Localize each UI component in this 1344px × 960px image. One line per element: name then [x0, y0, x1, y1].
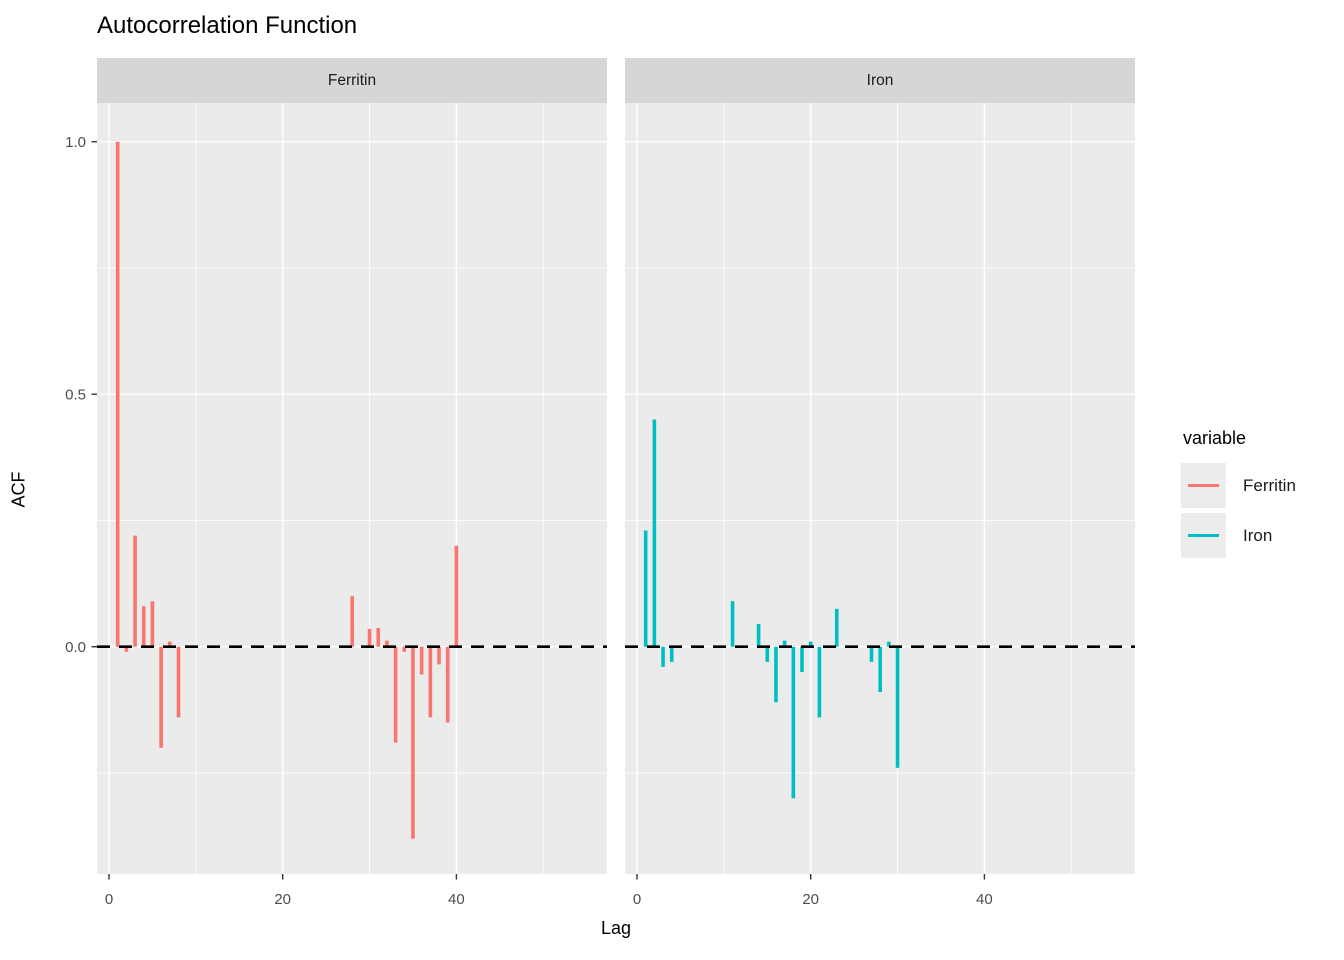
legend-key-line-iron — [1188, 534, 1219, 538]
legend-entry-ferritin: Ferritin — [1181, 463, 1296, 508]
x-tick-label: 40 — [976, 891, 993, 908]
x-tick-label: 0 — [105, 891, 113, 908]
x-tick-label: 20 — [802, 891, 819, 908]
chart-title: Autocorrelation Function — [97, 12, 358, 39]
facet-strip-ferritin: Ferritin — [97, 58, 607, 103]
legend-title: variable — [1183, 428, 1247, 448]
legend: variable Ferritin Iron — [1181, 428, 1296, 563]
facet-strip-label: Iron — [866, 71, 894, 89]
y-tick-label: 0.5 — [65, 386, 86, 403]
x-tick-label: 20 — [274, 891, 291, 908]
y-tick-label: 1.0 — [65, 134, 86, 151]
legend-label-ferritin: Ferritin — [1243, 475, 1296, 495]
panel-iron — [625, 103, 1135, 874]
x-tick-label: 40 — [448, 891, 465, 908]
y-axis-title: ACF — [8, 471, 29, 508]
panel-ferritin — [97, 103, 607, 874]
facet-strip-label: Ferritin — [327, 71, 377, 89]
legend-key-ferritin — [1181, 463, 1226, 508]
x-axis-title: Lag — [600, 918, 632, 938]
x-tick-label: 0 — [633, 891, 641, 908]
y-tick-label: 0.0 — [65, 639, 86, 656]
legend-label-iron: Iron — [1243, 525, 1273, 545]
legend-key-line-ferritin — [1188, 484, 1219, 488]
legend-key-iron — [1181, 513, 1226, 558]
legend-entry-iron: Iron — [1181, 513, 1296, 558]
facet-strip-iron: Iron — [625, 58, 1135, 103]
